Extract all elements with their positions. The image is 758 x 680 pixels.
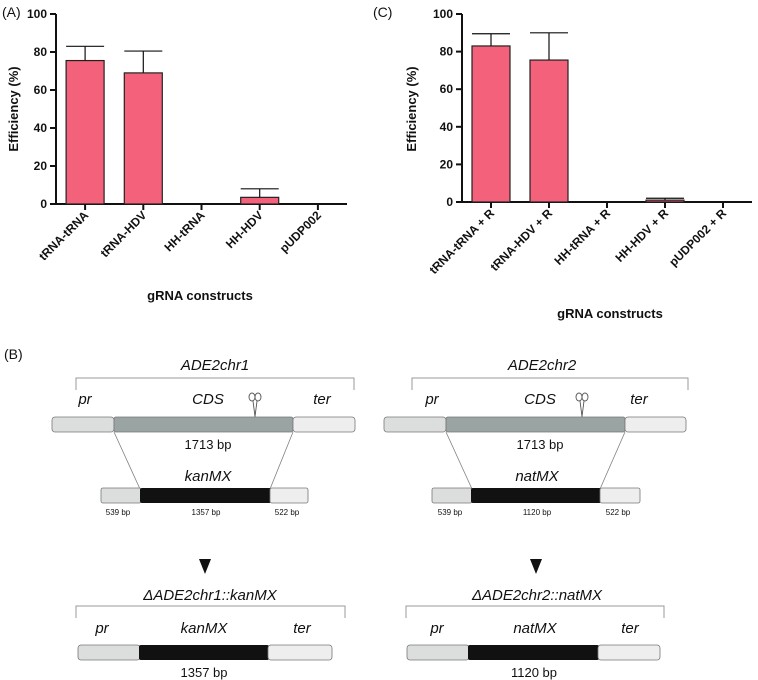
cassette-right-arm-3-length: 522 bp	[606, 508, 631, 517]
chart-c-category-label: tRNA-HDV + R	[487, 206, 555, 274]
cassette-left-marker-length: 1357 bp	[192, 508, 221, 517]
chart-c-category-label: pUDP002 + R	[666, 206, 729, 269]
result-left-marker	[139, 645, 269, 660]
result-right-terminator	[597, 644, 661, 661]
panel-label-b: (B)	[4, 346, 23, 362]
chart-a-bar	[123, 72, 163, 205]
cassette-right-name: natMX	[515, 468, 559, 485]
locus-right-terminator	[624, 416, 687, 433]
chart-a-category-label: HH-tRNA	[161, 208, 207, 254]
chart-c: Efficiency (%) gRNA constructs 0 20 40 60 80…	[404, 7, 752, 321]
chart-a-xlabel: gRNA constructs	[147, 288, 253, 303]
result-right-ter-label: ter	[621, 620, 640, 637]
chart-a: Efficiency (%) gRNA constructs 0 20 40 60 80…	[6, 7, 347, 303]
cassette-left-arm-3	[269, 487, 309, 504]
locus-right-cds-label: CDS	[524, 391, 556, 408]
chart-c-bar	[645, 199, 685, 203]
result-right-marker	[468, 645, 599, 660]
locus-left-bracket	[75, 377, 355, 390]
chart-c-ytick-label: 100	[433, 7, 453, 21]
cassette-right-arm-5-length: 539 bp	[438, 508, 463, 517]
chart-c-ytick-label: 0	[446, 195, 453, 209]
locus-right-pr-label: pr	[424, 391, 439, 408]
chart-c-category-label: HH-HDV + R	[612, 206, 671, 265]
chart-a-category-label: tRNA-tRNA	[36, 208, 91, 263]
locus-left: ADE2chr1 pr CDS ter 1713 bp kanMX 539 bp…	[51, 357, 356, 680]
result-right-name: ΔADE2chr2::natMX	[471, 587, 603, 604]
chart-c-bar	[529, 59, 569, 203]
locus-left-name: ADE2chr1	[180, 357, 249, 374]
locus-right: ADE2chr2 pr CDS ter 1713 bp natMX 539 bp…	[383, 357, 689, 680]
chart-a-ytick-label: 0	[40, 197, 47, 211]
cassette-left-arm-5	[100, 487, 142, 504]
locus-left-pr-label: pr	[77, 391, 92, 408]
locus-left-ter-label: ter	[313, 391, 332, 408]
result-left-promoter	[77, 644, 141, 661]
chart-a-ytick-label: 20	[34, 159, 48, 173]
locus-right-promoter	[383, 416, 447, 433]
result-left-terminator	[267, 644, 333, 661]
result-left-marker-label: kanMX	[181, 620, 229, 637]
chart-a-ytick-label: 60	[34, 83, 48, 97]
locus-right-cds	[445, 416, 626, 433]
chart-a-ytick-label: 100	[27, 7, 47, 21]
result-left-pr-label: pr	[94, 620, 109, 637]
homology-line-left-b	[269, 431, 294, 490]
result-left-name: ΔADE2chr1::kanMX	[142, 587, 277, 604]
result-right-pr-label: pr	[429, 620, 444, 637]
cassette-right-arm-5	[431, 487, 473, 504]
locus-left-cds-label: CDS	[192, 391, 224, 408]
homology-line-right-b	[599, 431, 626, 490]
cassette-left-name: kanMX	[185, 468, 233, 485]
chart-a-ytick-label: 40	[34, 121, 48, 135]
chart-a-bar	[65, 59, 105, 205]
chart-a-ylabel: Efficiency (%)	[6, 66, 21, 151]
cassette-left-marker	[140, 488, 271, 503]
cassette-right-marker	[471, 488, 601, 503]
arrow-down-icon	[199, 559, 211, 574]
chart-c-category-label: tRNA-tRNA + R	[426, 206, 497, 277]
chart-c-ytick-label: 20	[440, 157, 454, 171]
chart-a-category-label: HH-HDV	[223, 208, 266, 251]
cassette-left-arm-3-length: 522 bp	[275, 508, 300, 517]
panel-label-a: (A)	[2, 4, 21, 20]
chart-a-ytick-label: 80	[34, 45, 48, 59]
chart-a-bar	[240, 196, 280, 205]
cassette-right-arm-3	[599, 487, 641, 504]
result-left-length: 1357 bp	[181, 665, 228, 680]
arrow-down-icon	[530, 559, 542, 574]
result-right-bracket	[405, 605, 665, 618]
result-right-promoter	[406, 644, 470, 661]
locus-left-promoter	[51, 416, 115, 433]
homology-line-right-a	[445, 431, 473, 490]
result-left-bracket	[75, 605, 346, 618]
chart-c-ytick-label: 80	[440, 45, 454, 59]
chart-a-category-label: pUDP002	[277, 208, 324, 255]
locus-right-cds-length: 1713 bp	[517, 437, 564, 452]
homology-line-left-a	[113, 431, 141, 490]
panel-label-c: (C)	[373, 4, 392, 20]
locus-left-cds	[113, 416, 294, 433]
result-right-length: 1120 bp	[511, 665, 557, 680]
chart-c-ylabel: Efficiency (%)	[404, 66, 419, 151]
result-right-marker-label: natMX	[513, 620, 557, 637]
cassette-left-arm-5-length: 539 bp	[106, 508, 131, 517]
chart-c-xlabel: gRNA constructs	[557, 306, 663, 321]
cassette-right-marker-length: 1120 bp	[523, 508, 552, 517]
locus-right-bracket	[411, 377, 689, 390]
locus-left-cds-length: 1713 bp	[185, 437, 232, 452]
locus-right-name: ADE2chr2	[507, 357, 577, 374]
result-left-ter-label: ter	[293, 620, 312, 637]
chart-a-category-label: tRNA-HDV	[98, 208, 150, 260]
chart-c-category-label: HH-tRNA + R	[551, 206, 613, 268]
locus-right-ter-label: ter	[630, 391, 649, 408]
chart-c-ytick-label: 40	[440, 120, 454, 134]
locus-left-terminator	[292, 416, 356, 433]
chart-c-bar	[471, 45, 511, 203]
chart-c-ytick-label: 60	[440, 82, 454, 96]
